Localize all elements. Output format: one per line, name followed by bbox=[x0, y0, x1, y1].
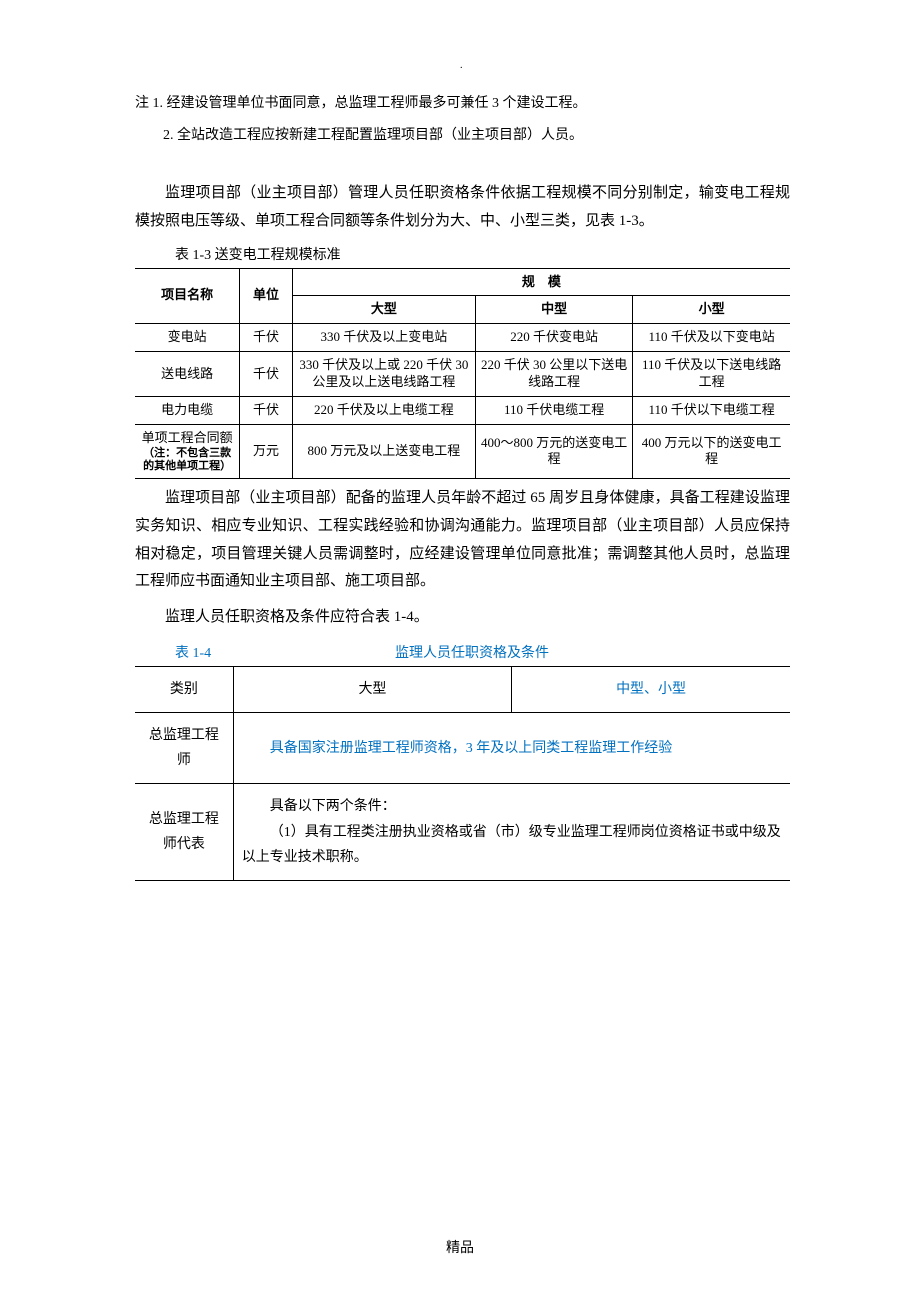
cell-unit: 万元 bbox=[240, 424, 292, 478]
cell-category: 总监理工程师 bbox=[135, 713, 233, 784]
cell-category: 总监理工程师代表 bbox=[135, 784, 233, 881]
table-row: 电力电缆 千伏 220 千伏及以上电缆工程 110 千伏电缆工程 110 千伏以… bbox=[135, 396, 790, 424]
cell-small: 110 千伏以下电缆工程 bbox=[633, 396, 790, 424]
cell-name: 单项工程合同额 （注：不包含三款的其他单项工程） bbox=[135, 424, 240, 478]
table-row: 变电站 千伏 330 千伏及以上变电站 220 千伏变电站 110 千伏及以下变… bbox=[135, 324, 790, 352]
cell-content: 具备以下两个条件： （1）具有工程类注册执业资格或省（市）级专业监理工程师岗位资… bbox=[233, 784, 790, 881]
th-medium: 中型 bbox=[476, 296, 633, 324]
cell-large: 330 千伏及以上或 220 千伏 30 公里及以上送电线路工程 bbox=[292, 352, 475, 397]
table2-caption-label: 表 1-4 bbox=[175, 642, 395, 662]
document-page: . 注 1. 经建设管理单位书面同意，总监理工程师最多可兼任 3 个建设工程。 … bbox=[0, 0, 920, 1302]
paragraph-2: 监理项目部（业主项目部）配备的监理人员年龄不超过 65 周岁且身体健康，具备工程… bbox=[135, 485, 790, 596]
table2-caption-title: 监理人员任职资格及条件 bbox=[395, 642, 549, 662]
table-row: 总监理工程师代表 具备以下两个条件： （1）具有工程类注册执业资格或省（市）级专… bbox=[135, 784, 790, 881]
table2-caption: 表 1-4 监理人员任职资格及条件 bbox=[175, 642, 790, 662]
table-1-scale-standard: 项目名称 单位 规 模 大型 中型 小型 变电站 千伏 330 千伏及以上变电站… bbox=[135, 268, 790, 480]
cell-medium: 220 千伏 30 公里以下送电线路工程 bbox=[476, 352, 633, 397]
note-2: 2. 全站改造工程应按新建工程配置监理项目部（业主项目部）人员。 bbox=[163, 122, 790, 150]
th-project-name: 项目名称 bbox=[135, 268, 240, 324]
cell-medium: 110 千伏电缆工程 bbox=[476, 396, 633, 424]
cell-content-line2: （1）具有工程类注册执业资格或省（市）级专业监理工程师岗位资格证书或中级及以上专… bbox=[242, 820, 782, 870]
page-footer: 精品 bbox=[0, 1237, 920, 1257]
cell-name-sub: （注：不包含三款的其他单项工程） bbox=[139, 447, 235, 473]
notes-block: 注 1. 经建设管理单位书面同意，总监理工程师最多可兼任 3 个建设工程。 2.… bbox=[135, 90, 790, 150]
cell-content-text: 具备国家注册监理工程师资格，3 年及以上同类工程监理工作经验 bbox=[242, 736, 782, 761]
cell-name: 电力电缆 bbox=[135, 396, 240, 424]
cell-name: 变电站 bbox=[135, 324, 240, 352]
cell-name: 送电线路 bbox=[135, 352, 240, 397]
cell-unit: 千伏 bbox=[240, 352, 292, 397]
paragraph-3: 监理人员任职资格及条件应符合表 1-4。 bbox=[135, 604, 790, 632]
top-marker: . bbox=[460, 60, 463, 71]
cell-name-main: 单项工程合同额 bbox=[139, 430, 235, 447]
cell-content-line1: 具备以下两个条件： bbox=[242, 794, 782, 819]
table1-header-row-1: 项目名称 单位 规 模 bbox=[135, 268, 790, 296]
cell-medium: 220 千伏变电站 bbox=[476, 324, 633, 352]
table1-caption: 表 1-3 送变电工程规模标准 bbox=[175, 244, 790, 264]
th-large: 大型 bbox=[233, 666, 511, 712]
cell-medium: 400～800 万元的送变电工程 bbox=[476, 424, 633, 478]
cell-large: 800 万元及以上送变电工程 bbox=[292, 424, 475, 478]
cell-small: 400 万元以下的送变电工程 bbox=[633, 424, 790, 478]
th-large: 大型 bbox=[292, 296, 475, 324]
table2-header-row: 类别 大型 中型、小型 bbox=[135, 666, 790, 712]
cell-small: 110 千伏及以下变电站 bbox=[633, 324, 790, 352]
table-row: 送电线路 千伏 330 千伏及以上或 220 千伏 30 公里及以上送电线路工程… bbox=[135, 352, 790, 397]
table-2-qualification: 类别 大型 中型、小型 总监理工程师 具备国家注册监理工程师资格，3 年及以上同… bbox=[135, 666, 790, 881]
cell-large: 330 千伏及以上变电站 bbox=[292, 324, 475, 352]
cell-unit: 千伏 bbox=[240, 396, 292, 424]
table-row: 总监理工程师 具备国家注册监理工程师资格，3 年及以上同类工程监理工作经验 bbox=[135, 713, 790, 784]
note-1: 注 1. 经建设管理单位书面同意，总监理工程师最多可兼任 3 个建设工程。 bbox=[135, 90, 790, 118]
cell-unit: 千伏 bbox=[240, 324, 292, 352]
paragraph-1: 监理项目部（业主项目部）管理人员任职资格条件依据工程规模不同分别制定，输变电工程… bbox=[135, 180, 790, 236]
cell-small: 110 千伏及以下送电线路工程 bbox=[633, 352, 790, 397]
th-small: 小型 bbox=[633, 296, 790, 324]
th-scale: 规 模 bbox=[292, 268, 790, 296]
cell-content: 具备国家注册监理工程师资格，3 年及以上同类工程监理工作经验 bbox=[233, 713, 790, 784]
cell-large: 220 千伏及以上电缆工程 bbox=[292, 396, 475, 424]
th-unit: 单位 bbox=[240, 268, 292, 324]
th-medium-small: 中型、小型 bbox=[512, 666, 790, 712]
table-row: 单项工程合同额 （注：不包含三款的其他单项工程） 万元 800 万元及以上送变电… bbox=[135, 424, 790, 478]
th-category: 类别 bbox=[135, 666, 233, 712]
